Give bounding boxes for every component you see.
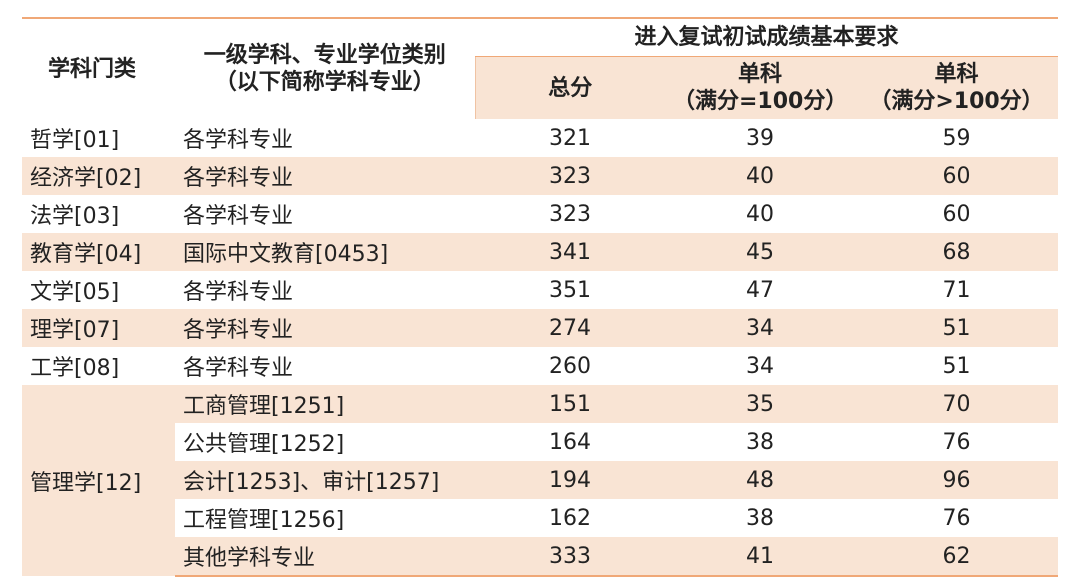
cell: 321 xyxy=(549,125,591,151)
cell: 323 xyxy=(475,157,665,195)
cell: 39 xyxy=(746,125,774,151)
cell: 理学[07] xyxy=(22,309,175,347)
table-header: 学科门类 一级学科、专业学位类别 （以下简称学科专业） 进入复试初试成绩基本要求 … xyxy=(22,17,1059,119)
table-row: 哲学[01] 各学科专业 321 39 59 xyxy=(22,119,1058,157)
table-row: 理学[07] 各学科专业 274 34 51 xyxy=(22,309,1059,347)
cell: 260 xyxy=(549,353,591,379)
cell: 62 xyxy=(855,537,1059,577)
cell: 各学科专业 xyxy=(175,309,475,347)
header-text: 一级学科、专业学位类别 xyxy=(203,43,446,68)
table-row: 经济学[02] 各学科专业 323 40 60 xyxy=(22,157,1059,195)
table-row: 管理学[12] 工商管理[1251] 151 35 70 xyxy=(22,385,1059,576)
cell: 60 xyxy=(942,201,971,227)
header-cell: 单科 （满分=100分） xyxy=(665,56,855,119)
cell: 151 xyxy=(475,385,665,423)
table-row: 工程管理[1256] 162 38 76 xyxy=(22,499,1058,537)
cell: 各学科专业 xyxy=(183,128,294,153)
cell: 47 xyxy=(746,277,774,303)
cell: 经济学[02] xyxy=(22,157,175,195)
cell: 333 xyxy=(475,537,665,577)
header-cell: 进入复试初试成绩基本要求 xyxy=(475,17,1059,57)
cell: 法学[03] xyxy=(30,204,120,229)
cell: 341 xyxy=(475,233,665,271)
cell: 教育学[04] xyxy=(22,233,175,271)
header-cell: 一级学科、专业学位类别 （以下简称学科专业） xyxy=(175,17,475,119)
cell: 公共管理[1252] xyxy=(183,432,345,457)
cell: 96 xyxy=(855,461,1059,499)
cell: 162 xyxy=(549,505,591,531)
cell: 60 xyxy=(855,157,1059,195)
table-row: 法学[03] 各学科专业 323 40 60 xyxy=(22,195,1058,233)
header-cell: 总分 xyxy=(474,56,665,119)
cell: 工学[08] xyxy=(30,356,120,381)
cell: 51 xyxy=(942,353,971,379)
cell: 40 xyxy=(746,201,774,227)
cell: 70 xyxy=(855,385,1059,423)
cell: 76 xyxy=(942,429,971,455)
cell: 48 xyxy=(665,461,855,499)
cell: 工程管理[1256] xyxy=(183,508,345,533)
score-table: 学科门类 一级学科、专业学位类别 （以下简称学科专业） 进入复试初试成绩基本要求 … xyxy=(22,17,1059,577)
header-text: （以下简称学科专业） xyxy=(214,70,435,95)
header-text: 单科 xyxy=(737,62,782,87)
cell: 38 xyxy=(746,505,774,531)
cell: 哲学[01] xyxy=(30,128,120,153)
cell: 194 xyxy=(475,461,665,499)
cell: 会计[1253]、审计[1257] xyxy=(175,461,475,499)
merged-cell: 管理学[12] xyxy=(22,385,175,576)
cell: 34 xyxy=(665,309,855,347)
table-row: 公共管理[1252] 164 38 76 xyxy=(22,423,1058,461)
table-row: 文学[05] 各学科专业 351 47 71 xyxy=(22,271,1058,309)
cell: 45 xyxy=(665,233,855,271)
cell: 文学[05] xyxy=(30,280,120,305)
header-cell: 单科 （满分>100分） xyxy=(855,56,1059,119)
cell: 35 xyxy=(665,385,855,423)
cell: 34 xyxy=(746,353,774,379)
cell: 351 xyxy=(549,277,591,303)
cell: 323 xyxy=(549,201,591,227)
cell: 164 xyxy=(549,429,591,455)
table-row: 工学[08] 各学科专业 260 34 51 xyxy=(22,347,1058,385)
cell: 38 xyxy=(746,429,774,455)
table-row: 会计[1253]、审计[1257] 194 48 96 xyxy=(22,461,1059,499)
table-row: 其他学科专业 333 41 62 xyxy=(22,537,1059,577)
table-body: 哲学[01] 各学科专业 321 39 59 经济学[02] 各学科专业 323 40 60 法学[… xyxy=(22,119,1059,577)
table-row: 教育学[04] 国际中文教育[0453] 341 45 68 xyxy=(22,233,1059,271)
cell: 其他学科专业 xyxy=(175,537,475,577)
cell: 40 xyxy=(665,157,855,195)
cell: 各学科专业 xyxy=(183,356,294,381)
cell: 71 xyxy=(942,277,971,303)
cell: 各学科专业 xyxy=(175,157,475,195)
cell: 各学科专业 xyxy=(183,204,294,229)
cell: 51 xyxy=(855,309,1059,347)
cell: 59 xyxy=(942,125,971,151)
cell: 274 xyxy=(475,309,665,347)
cell: 工商管理[1251] xyxy=(175,385,475,423)
cell: 76 xyxy=(942,505,971,531)
cell: 国际中文教育[0453] xyxy=(175,233,475,271)
cell: 68 xyxy=(855,233,1059,271)
cell: 各学科专业 xyxy=(183,280,294,305)
cell: 41 xyxy=(665,537,855,577)
header-cell: 学科门类 xyxy=(22,17,175,119)
header-text: （满分=100分） xyxy=(673,89,848,114)
header-text: （满分>100分） xyxy=(869,89,1044,114)
header-text: 单科 xyxy=(934,62,979,87)
